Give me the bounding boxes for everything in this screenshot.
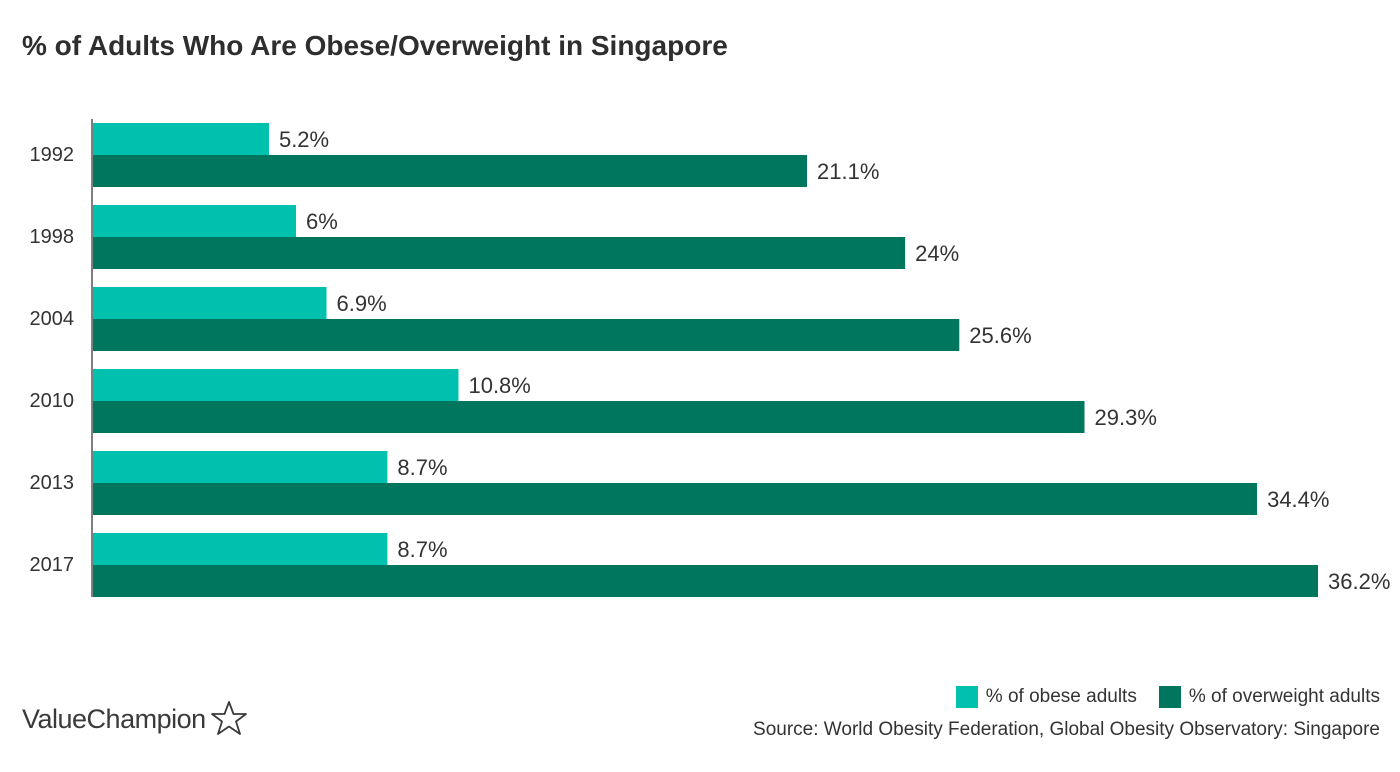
- category-label: 2010: [30, 390, 75, 412]
- star-outline-icon: [210, 701, 247, 735]
- chart-title: % of Adults Who Are Obese/Overweight in …: [22, 30, 728, 61]
- obese-bar: [93, 369, 459, 401]
- legend-item-overweight: % of overweight adults: [1158, 686, 1380, 708]
- obese-bar: [93, 287, 327, 319]
- overweight-bar: [93, 319, 960, 351]
- overweight-value-label: 25.6%: [969, 323, 1031, 348]
- overweight-value-label: 29.3%: [1095, 405, 1157, 430]
- overweight-value-label: 24%: [915, 241, 959, 266]
- obese-value-label: 10.8%: [468, 373, 530, 398]
- overweight-value-label: 34.4%: [1267, 487, 1329, 512]
- source-note: Source: World Obesity Federation, Global…: [753, 719, 1380, 740]
- legend: % of obese adults % of overweight adults: [934, 686, 1380, 708]
- overweight-bar: [93, 483, 1258, 515]
- overweight-value-label: 21.1%: [817, 159, 879, 184]
- overweight-value-label: 36.2%: [1328, 569, 1390, 594]
- bar-chart: 1992 5.2% 21.1% 1998 6% 24% 2004 6.9% 25.6% 2010 1…: [30, 119, 1390, 597]
- obese-bar: [93, 533, 388, 565]
- overweight-bar: [93, 237, 906, 269]
- legend-label-overweight: % of overweight adults: [1188, 686, 1380, 707]
- legend-swatch-overweight: [1158, 686, 1181, 708]
- obese-value-label: 6.9%: [336, 291, 386, 316]
- obese-bar: [93, 123, 269, 155]
- obese-bar: [93, 451, 388, 483]
- obese-value-label: 6%: [306, 209, 338, 234]
- brand-name: ValueChampion: [22, 703, 206, 734]
- overweight-bar: [93, 565, 1318, 597]
- brand-logo: ValueChampion: [22, 700, 248, 738]
- category-label: 2004: [30, 308, 75, 330]
- legend-label-obese: % of obese adults: [985, 686, 1137, 707]
- category-label: 2017: [30, 554, 75, 576]
- obese-value-label: 8.7%: [397, 455, 447, 480]
- overweight-bar: [93, 155, 808, 187]
- legend-swatch-obese: [955, 686, 978, 708]
- category-label: 2013: [30, 472, 75, 494]
- obese-bar: [93, 205, 297, 237]
- category-label: 1998: [30, 226, 75, 248]
- overweight-bar: [93, 401, 1085, 433]
- category-label: 1992: [30, 144, 75, 166]
- legend-item-obese: % of obese adults: [955, 686, 1137, 708]
- obese-value-label: 8.7%: [397, 537, 447, 562]
- obese-value-label: 5.2%: [279, 127, 329, 152]
